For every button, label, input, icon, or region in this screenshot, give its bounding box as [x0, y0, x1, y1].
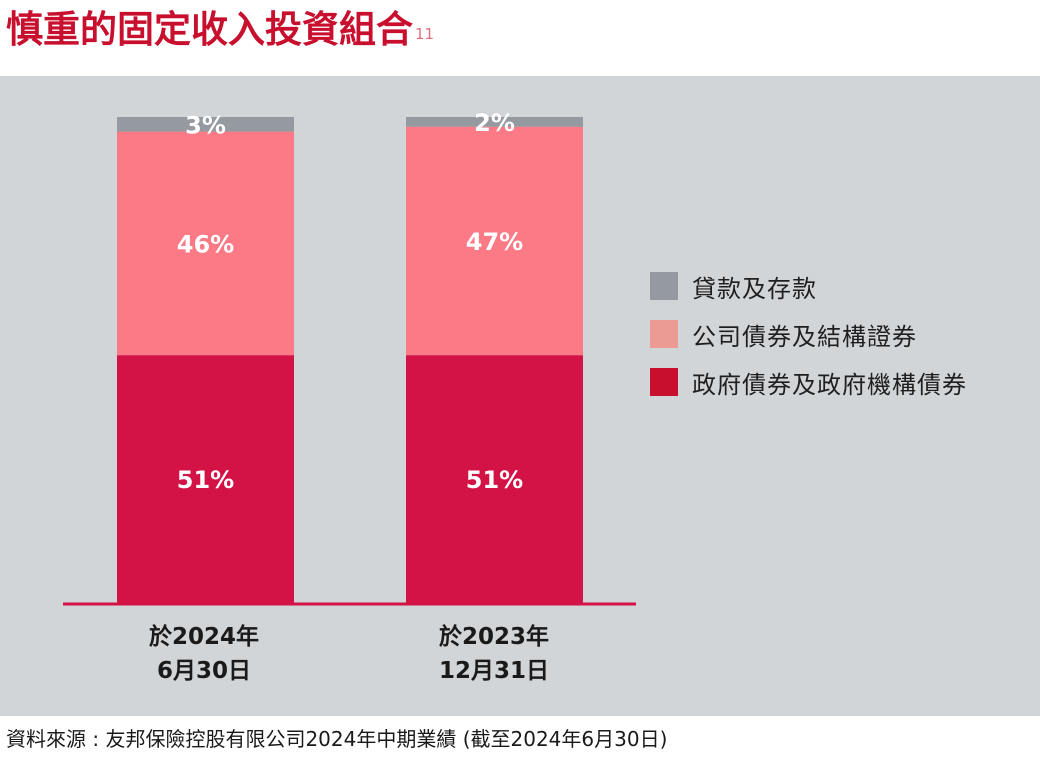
bar-government-2023	[406, 355, 583, 603]
bar-loans-2023	[406, 117, 583, 127]
data-label-government-2024: 51%	[177, 466, 234, 494]
source-note: 資料來源 : 友邦保險控股有限公司2024年中期業績 (截至2024年6月30日…	[6, 727, 668, 751]
bar-government-2024	[117, 355, 294, 603]
x-tick-label-2023-line2: 12月31日	[438, 658, 549, 684]
legend-label-loans: 貸款及存款	[692, 274, 817, 303]
chart-legend: 貸款及存款 公司債券及結構證券 政府債券及政府機構債券	[650, 262, 967, 406]
legend-item-loans: 貸款及存款	[650, 262, 967, 310]
x-tick-label-2024-line2: 6月30日	[156, 658, 251, 684]
bar-corporate-2024	[117, 131, 294, 356]
x-tick-label-2024: 於2024年 6月30日	[94, 620, 314, 688]
legend-swatch-corporate	[650, 320, 678, 348]
legend-label-government: 政府債券及政府機構債券	[692, 370, 967, 399]
x-tick-label-2024-line1: 於2024年	[148, 624, 259, 650]
chart-title-text: 慎重的固定收入投資組合	[6, 8, 413, 51]
data-label-loans-2024: 3%	[185, 111, 226, 139]
data-label-corporate-2024: 46%	[177, 230, 234, 258]
legend-swatch-loans	[650, 272, 678, 300]
stacked-bar-chart: 51% 46% 3% 51% 47% 2%	[63, 109, 636, 606]
data-label-government-2023: 51%	[466, 466, 523, 494]
legend-label-corporate: 公司債券及結構證券	[692, 322, 917, 351]
chart-title: 慎重的固定收入投資組合 11	[6, 4, 434, 56]
bar-corporate-2023	[406, 126, 583, 356]
bar-loans-2024	[117, 117, 294, 132]
legend-item-corporate: 公司債券及結構證券	[650, 310, 967, 358]
legend-swatch-government	[650, 368, 678, 396]
chart-panel: 51% 46% 3% 51% 47% 2% 貸款及存款 公司債券及結構證券 政府債券及政府…	[0, 76, 1040, 716]
x-tick-label-2023-line1: 於2023年	[438, 624, 549, 650]
x-tick-label-2023: 於2023年 12月31日	[384, 620, 604, 688]
data-label-corporate-2023: 47%	[466, 228, 523, 256]
data-label-loans-2023: 2%	[474, 109, 515, 137]
title-footnote-marker: 11	[415, 25, 435, 43]
legend-item-government: 政府債券及政府機構債券	[650, 358, 967, 406]
